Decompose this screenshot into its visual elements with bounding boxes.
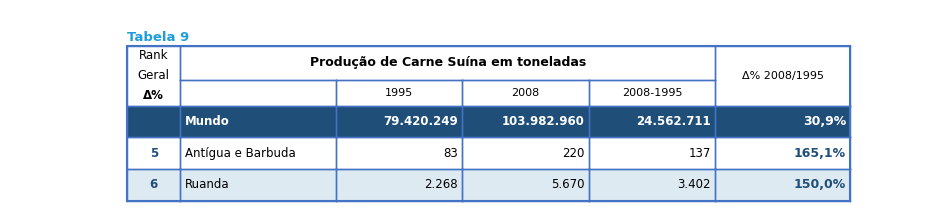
Text: 137: 137 xyxy=(688,147,711,160)
Bar xyxy=(462,137,588,169)
Text: 165,1%: 165,1% xyxy=(794,147,846,160)
Bar xyxy=(180,106,336,137)
Bar xyxy=(127,106,180,137)
Text: 220: 220 xyxy=(562,147,585,160)
Bar xyxy=(127,137,180,169)
Text: Δ%: Δ% xyxy=(143,89,164,102)
Bar xyxy=(180,46,716,80)
Bar xyxy=(588,169,716,200)
Text: 83: 83 xyxy=(443,147,457,160)
Text: Mundo: Mundo xyxy=(185,115,230,128)
Text: 79.420.249: 79.420.249 xyxy=(383,115,457,128)
Bar xyxy=(127,169,180,200)
Text: Tabela 9: Tabela 9 xyxy=(127,31,190,44)
Text: 3.402: 3.402 xyxy=(678,178,711,191)
Text: 2008-1995: 2008-1995 xyxy=(622,88,682,98)
Text: 2008: 2008 xyxy=(512,88,540,98)
Text: 2.268: 2.268 xyxy=(424,178,457,191)
Bar xyxy=(127,46,180,106)
Bar xyxy=(462,106,588,137)
Text: 5: 5 xyxy=(150,147,158,160)
Bar xyxy=(336,80,462,106)
Bar xyxy=(716,106,850,137)
Text: 5.670: 5.670 xyxy=(550,178,585,191)
Text: 1995: 1995 xyxy=(384,88,413,98)
Text: 30,9%: 30,9% xyxy=(803,115,846,128)
Text: 150,0%: 150,0% xyxy=(793,178,846,191)
Bar xyxy=(180,169,336,200)
Bar xyxy=(588,80,716,106)
Text: Antígua e Barbuda: Antígua e Barbuda xyxy=(185,147,295,160)
Bar xyxy=(180,80,336,106)
Text: Geral: Geral xyxy=(138,69,170,82)
Text: 103.982.960: 103.982.960 xyxy=(501,115,585,128)
Bar xyxy=(588,106,716,137)
Text: Rank: Rank xyxy=(140,49,169,62)
Bar xyxy=(462,169,588,200)
Bar xyxy=(716,137,850,169)
Bar xyxy=(336,106,462,137)
Bar xyxy=(336,137,462,169)
Text: Produção de Carne Suína em toneladas: Produção de Carne Suína em toneladas xyxy=(309,56,586,69)
Bar xyxy=(180,137,336,169)
Bar xyxy=(462,80,588,106)
Bar xyxy=(716,169,850,200)
Text: Δ% 2008/1995: Δ% 2008/1995 xyxy=(742,71,824,81)
Text: 6: 6 xyxy=(150,178,158,191)
Text: 24.562.711: 24.562.711 xyxy=(636,115,711,128)
Bar xyxy=(588,137,716,169)
Text: Ruanda: Ruanda xyxy=(185,178,230,191)
Bar xyxy=(336,169,462,200)
Bar xyxy=(716,46,850,106)
